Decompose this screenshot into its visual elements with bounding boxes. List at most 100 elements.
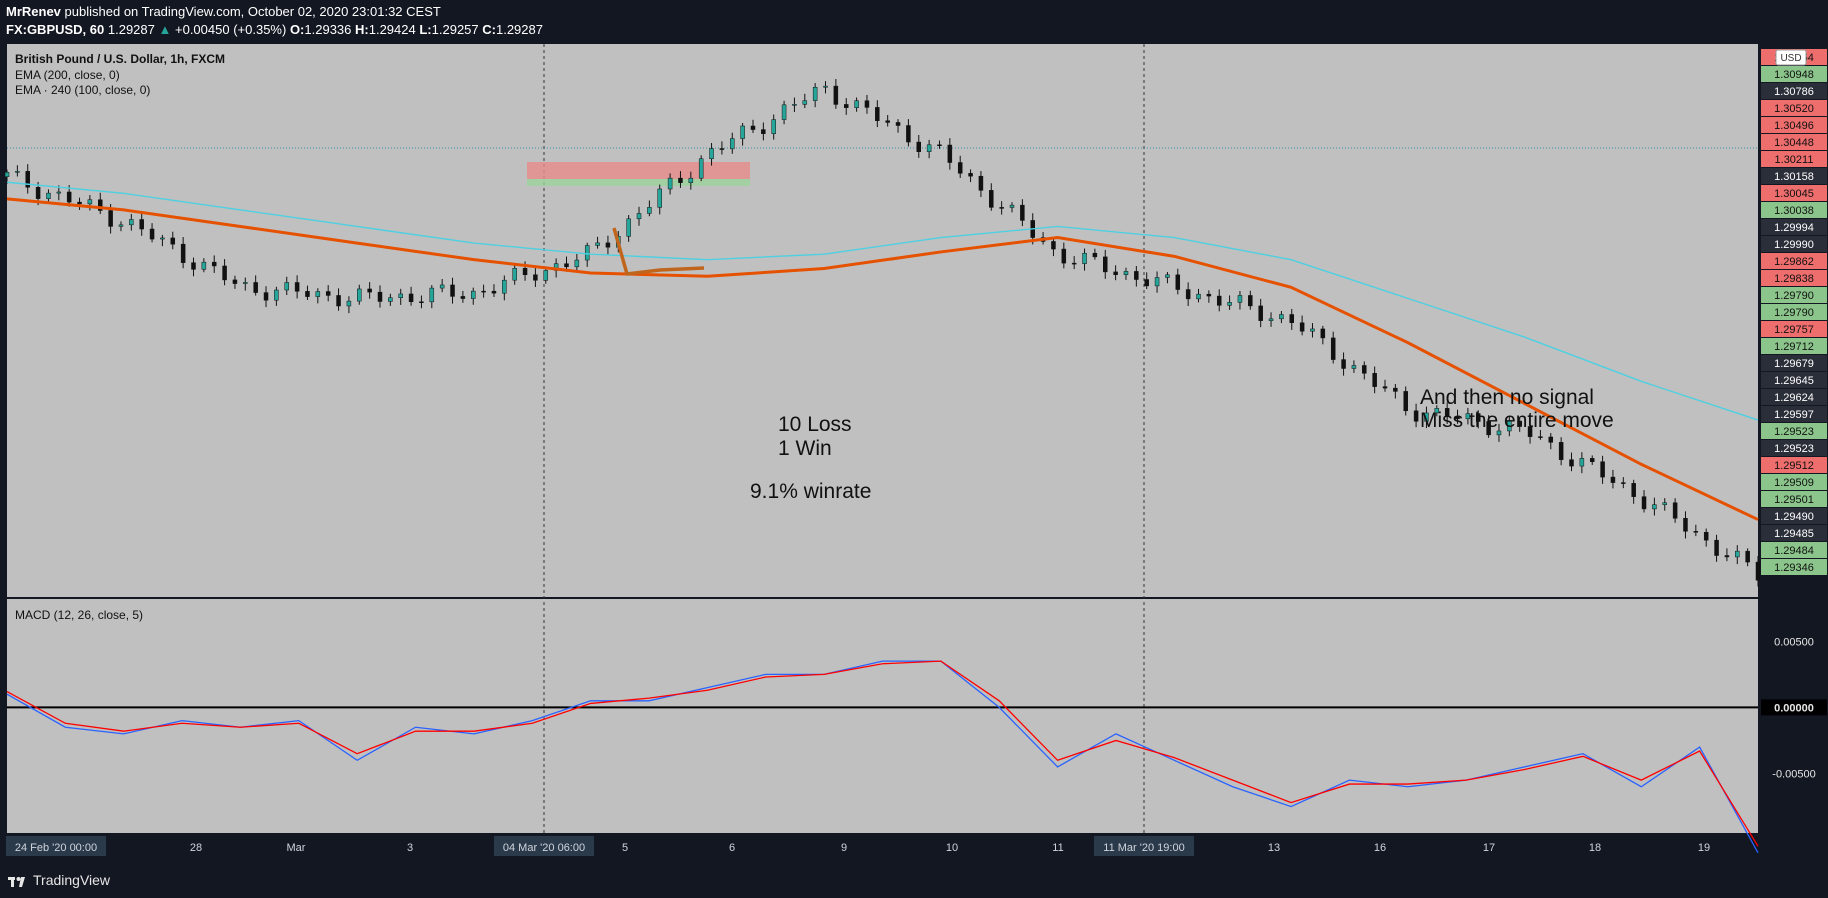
candle-body xyxy=(377,291,383,302)
price-label: 1.30948 xyxy=(1774,69,1814,81)
candle-body xyxy=(284,282,289,291)
tradingview-logo-icon[interactable] xyxy=(8,875,30,889)
price-label-box xyxy=(1761,134,1827,150)
price-label: 1.29484 xyxy=(1774,545,1814,557)
candle-body xyxy=(750,125,756,130)
candle-body xyxy=(771,119,776,134)
time-axis-label: 28 xyxy=(190,842,202,854)
price-label: 1.29485 xyxy=(1774,528,1814,540)
candle-body xyxy=(1486,421,1491,436)
time-axis[interactable] xyxy=(7,833,1758,866)
candle-body xyxy=(46,192,51,199)
candle-body xyxy=(1444,408,1450,418)
footer-brand[interactable]: TradingView xyxy=(33,872,111,888)
candle-body xyxy=(595,242,600,246)
candle-body xyxy=(15,171,20,173)
stop-zone xyxy=(527,162,750,179)
candle-body xyxy=(388,297,393,302)
time-axis-label: 3 xyxy=(407,842,413,854)
candle-body xyxy=(97,199,103,211)
legend-ema-200: EMA (200, close, 0) xyxy=(15,68,120,82)
open-value: 1.29336 xyxy=(304,22,352,37)
candle-body xyxy=(1745,550,1750,563)
candle-body xyxy=(1341,359,1346,369)
author-name[interactable]: MrRenev xyxy=(6,4,61,19)
price-label: 1.29645 xyxy=(1774,375,1814,387)
close-value: 1.29287 xyxy=(495,22,543,37)
candle-body xyxy=(740,125,745,139)
candle-body xyxy=(1703,531,1709,541)
candle-body xyxy=(574,259,580,268)
candle-body xyxy=(843,104,849,108)
candle-body xyxy=(647,207,652,214)
price-label-box xyxy=(1761,338,1827,354)
target-zone xyxy=(527,179,750,186)
candle-body xyxy=(916,141,922,152)
price-label: 1.29597 xyxy=(1774,409,1814,421)
price-label: 1.29501 xyxy=(1774,494,1814,506)
candle-body xyxy=(823,85,828,88)
candle-body xyxy=(1476,413,1481,422)
candle-body xyxy=(1589,458,1595,462)
price-label: 1.30045 xyxy=(1774,188,1814,200)
price-label-box xyxy=(1761,457,1827,473)
candle-body xyxy=(149,228,155,240)
currency-badge[interactable] xyxy=(1775,49,1807,66)
price-label-box xyxy=(1761,559,1827,575)
candle-body xyxy=(325,291,331,296)
time-axis-label: 13 xyxy=(1268,842,1280,854)
candle-body xyxy=(968,173,973,177)
price-label-box xyxy=(1761,270,1827,286)
candle-body xyxy=(1755,561,1761,581)
candle-body xyxy=(129,219,134,226)
candle-body xyxy=(719,148,725,150)
candle-body xyxy=(408,293,414,302)
candle-body xyxy=(180,243,186,263)
candle-body xyxy=(1196,293,1201,300)
candle-body xyxy=(1610,476,1616,483)
price-label-box xyxy=(1761,219,1827,235)
candle-body xyxy=(895,122,901,126)
price-label-box xyxy=(1761,236,1827,252)
candle-body xyxy=(885,120,890,123)
candle-body xyxy=(1154,277,1160,287)
candle-body xyxy=(1175,274,1181,290)
time-axis-label: 10 xyxy=(946,842,958,854)
candle-body xyxy=(999,207,1004,209)
candle-body xyxy=(1693,531,1699,533)
candle-body xyxy=(678,177,683,183)
signal-line xyxy=(6,660,1759,847)
chart-canvas[interactable]: British Pound / U.S. Dollar, 1h, FXCM EM… xyxy=(0,44,1828,866)
candle-body xyxy=(429,287,435,303)
candle-body xyxy=(947,144,953,163)
candle-body xyxy=(564,263,569,268)
last-price: 1.29287 xyxy=(107,22,155,37)
candle-body xyxy=(1631,483,1636,497)
candle-body xyxy=(1330,337,1336,360)
candle-body xyxy=(274,289,279,301)
candle-body xyxy=(336,295,341,307)
price-label: 1.29523 xyxy=(1774,426,1814,438)
macd-pane[interactable] xyxy=(7,599,1758,866)
price-pane[interactable] xyxy=(7,44,1758,597)
candle-body xyxy=(1714,539,1719,556)
time-label-box xyxy=(1094,836,1194,856)
price-label-box xyxy=(1761,304,1827,320)
candle-body xyxy=(761,129,766,134)
candle-body xyxy=(1216,295,1222,306)
price-label-box xyxy=(1761,389,1827,405)
price-label: 1.29712 xyxy=(1774,341,1814,353)
candle-body xyxy=(243,282,248,284)
publish-line: MrRenev published on TradingView.com, Oc… xyxy=(6,4,441,19)
price-label: 1.29624 xyxy=(1774,392,1814,404)
time-axis-label: 19 xyxy=(1698,842,1710,854)
candle-body xyxy=(201,261,207,270)
candle-body xyxy=(66,191,72,203)
candle-body xyxy=(1134,271,1139,280)
candle-body xyxy=(1569,459,1574,467)
macd-axis-label: 0.00500 xyxy=(1774,636,1814,648)
candle-body xyxy=(398,293,403,298)
candle-body xyxy=(1289,314,1295,323)
candle-body xyxy=(1672,502,1678,519)
candle-body xyxy=(1465,413,1471,420)
